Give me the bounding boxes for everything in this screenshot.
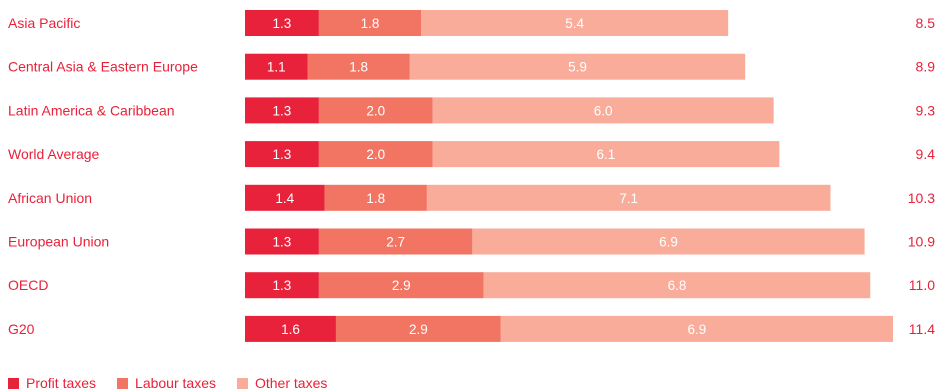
bar-segment-labour-taxes-asia-pacific [318,10,422,36]
data-label-labour-taxes-latin-america-and-caribbean: 2.0 [366,103,385,118]
legend-swatch-other-taxes [236,377,248,389]
data-label-profit-taxes-latin-america-and-caribbean: 1.3 [273,103,292,118]
bar-segment-profit-taxes-central-asia-and-eastern-europe [245,53,308,80]
data-label-profit-taxes-african-union: 1.4 [275,191,294,206]
legend-label-profit-taxes: Profit taxes [26,375,97,391]
data-label-labour-taxes-african-union: 1.8 [366,191,385,206]
data-label-other-taxes-central-asia-and-eastern-europe: 5.9 [568,60,587,75]
data-label-profit-taxes-oecd: 1.3 [273,278,292,293]
bar-segment-profit-taxes-european-union [245,228,319,255]
bar-segment-profit-taxes-g20 [245,315,336,342]
bar-segment-other-taxes-g20 [500,315,893,342]
category-label-european-union: European Union [8,234,109,250]
data-label-labour-taxes-asia-pacific: 1.8 [361,16,380,31]
legend-label-labour-taxes: Labour taxes [135,375,216,391]
data-label-profit-taxes-world-average: 1.3 [273,147,292,162]
bar-segment-other-taxes-african-union [426,184,831,211]
total-label-african-union: 10.3 [908,190,935,206]
legend-item-other-taxes: Other taxes [236,375,328,391]
bar-segment-labour-taxes-world-average [318,141,433,168]
bar-segment-profit-taxes-world-average [245,141,319,168]
data-label-other-taxes-g20: 6.9 [688,322,707,337]
legend-label-other-taxes: Other taxes [254,375,328,391]
data-label-labour-taxes-g20: 2.9 [409,322,428,337]
total-label-world-average: 9.4 [916,146,936,162]
category-label-world-average: World Average [8,146,100,162]
legend-item-labour-taxes: Labour taxes [117,375,216,391]
category-label-latin-america-and-caribbean: Latin America & Caribbean [8,102,175,118]
data-label-labour-taxes-oecd: 2.9 [392,278,411,293]
data-label-labour-taxes-central-asia-and-eastern-europe: 1.8 [349,60,368,75]
total-label-asia-pacific: 8.5 [916,15,936,31]
bar-segment-labour-taxes-african-union [324,184,427,211]
bar-segment-labour-taxes-central-asia-and-eastern-europe [307,53,410,80]
bar-segment-profit-taxes-oecd [245,272,319,299]
data-label-other-taxes-asia-pacific: 5.4 [565,16,584,31]
bar-segment-labour-taxes-european-union [318,228,473,255]
bar-segment-other-taxes-asia-pacific [421,10,729,36]
data-label-other-taxes-oecd: 6.8 [668,278,687,293]
data-label-profit-taxes-central-asia-and-eastern-europe: 1.1 [267,60,286,75]
bar-segment-labour-taxes-latin-america-and-caribbean [318,97,433,124]
data-label-labour-taxes-european-union: 2.7 [386,235,405,250]
total-label-g20: 11.4 [909,321,935,337]
total-label-european-union: 10.9 [908,234,935,250]
category-label-g20: G20 [8,321,35,337]
bar-segment-other-taxes-central-asia-and-eastern-europe [409,53,746,80]
data-label-other-taxes-world-average: 6.1 [597,147,616,162]
data-label-other-taxes-european-union: 6.9 [659,235,678,250]
data-label-profit-taxes-european-union: 1.3 [273,235,292,250]
stacked-bar-chart: Asia Pacific 1.3 1.8 5.4 8.5 Central Asia & E… [8,10,936,342]
legend-swatch-profit-taxes [8,377,19,389]
bar-segment-labour-taxes-g20 [335,315,501,342]
data-label-other-taxes-african-union: 7.1 [619,191,638,206]
data-label-labour-taxes-world-average: 2.0 [366,147,385,162]
data-label-profit-taxes-asia-pacific: 1.3 [273,16,292,31]
bar-segment-other-taxes-latin-america-and-caribbean [432,97,774,124]
bar-segment-other-taxes-european-union [472,228,865,255]
total-label-central-asia-and-eastern-europe: 8.9 [916,59,936,75]
legend-item-profit-taxes: Profit taxes [8,375,96,391]
bar-segment-profit-taxes-african-union [245,184,325,211]
data-label-other-taxes-latin-america-and-caribbean: 6.0 [594,103,613,118]
category-label-oecd: OECD [8,277,48,293]
category-label-central-asia-and-eastern-europe: Central Asia & Eastern Europe [8,59,198,75]
legend-swatch-labour-taxes [117,377,129,389]
bar-segment-other-taxes-world-average [432,141,780,168]
total-label-latin-america-and-caribbean: 9.3 [916,102,936,118]
legend: Profit taxes Labour taxes Other taxes [8,375,348,391]
bar-segment-profit-taxes-latin-america-and-caribbean [245,97,319,124]
bar-segment-other-taxes-oecd [483,272,871,299]
bar-segment-labour-taxes-oecd [318,272,484,299]
category-label-asia-pacific: Asia Pacific [8,15,80,31]
bar-segment-profit-taxes-asia-pacific [245,10,319,36]
category-label-african-union: African Union [8,190,92,206]
total-label-oecd: 11.0 [909,277,935,293]
data-label-profit-taxes-g20: 1.6 [281,322,300,337]
